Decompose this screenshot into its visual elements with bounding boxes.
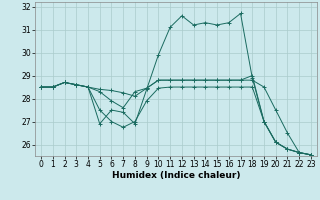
X-axis label: Humidex (Indice chaleur): Humidex (Indice chaleur) — [112, 171, 240, 180]
